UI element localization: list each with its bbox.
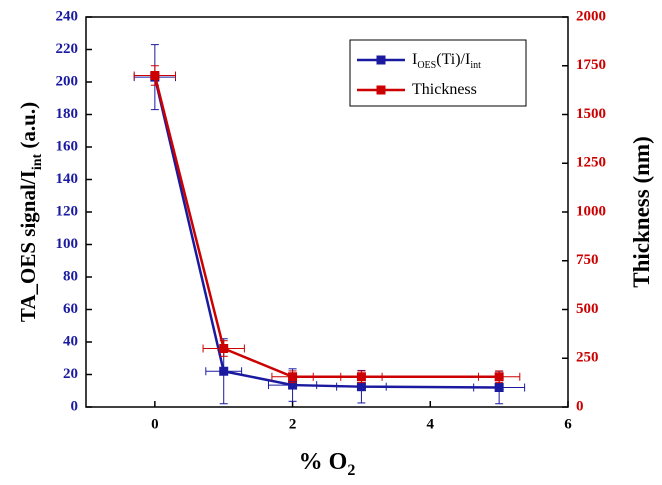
- y-axis-label: TA_OES signal/Iint (a.u.): [16, 102, 45, 322]
- legend-box: [349, 39, 527, 107]
- y-axis-label-part: (a.u.): [16, 102, 40, 154]
- y2-tick-label: 1000: [576, 203, 606, 219]
- y-tick-label: 80: [63, 268, 78, 284]
- y2-tick-label: 750: [576, 252, 599, 268]
- y2-axis-label: Thickness (nm): [629, 136, 654, 287]
- y-tick-label: 0: [71, 398, 79, 414]
- y-tick-label: 100: [56, 236, 79, 252]
- point: [356, 382, 366, 392]
- legend-label: Thickness: [412, 81, 477, 98]
- y2-tick-label: 500: [576, 301, 599, 317]
- x-axis-label-part: 2: [347, 462, 355, 479]
- x-tick-label: 6: [564, 416, 572, 432]
- point: [356, 372, 366, 382]
- legend-label-part: I: [412, 51, 417, 68]
- x-axis-label-part: % O: [299, 449, 348, 475]
- legend-label-part: OES: [417, 60, 436, 71]
- y2-tick-label: 1750: [576, 57, 606, 73]
- point: [494, 383, 504, 392]
- y2-tick-label: 1250: [576, 155, 606, 171]
- y2-tick-label: 250: [576, 350, 599, 366]
- y-tick-label: 140: [56, 171, 79, 187]
- x-tick-label: 2: [289, 416, 297, 432]
- y2-tick-label: 1500: [576, 106, 606, 122]
- x-axis-label: % O2: [299, 449, 356, 480]
- y2-tick-label: 2000: [576, 8, 606, 24]
- y2-axis-label-part: Thickness (nm): [629, 136, 654, 287]
- legend-label: IOES(Ti)/Iint: [412, 51, 481, 71]
- x-tick-label: 0: [151, 416, 159, 432]
- legend-marker: [376, 85, 386, 95]
- y-axis-label-part: int: [30, 153, 45, 170]
- y2-tick-label: 0: [576, 398, 584, 414]
- legend-marker: [376, 55, 386, 65]
- point: [494, 372, 504, 382]
- point: [150, 71, 160, 80]
- y-tick-label: 120: [56, 203, 79, 219]
- y-tick-label: 220: [56, 41, 79, 57]
- y-tick-label: 20: [63, 366, 78, 382]
- point: [219, 344, 229, 353]
- y-tick-label: 200: [56, 73, 79, 89]
- point: [288, 380, 298, 390]
- series-line: [153, 75, 500, 379]
- series-line: [153, 76, 500, 389]
- legend-label-part: int: [470, 60, 481, 71]
- y-tick-label: 240: [56, 8, 79, 24]
- y-axis-label-part: TA_OES signal/I: [16, 170, 40, 322]
- legend-label-part: Thickness: [412, 81, 477, 98]
- y-tick-label: 60: [63, 301, 78, 317]
- y-tick-label: 40: [63, 333, 78, 349]
- y-tick-label: 180: [56, 106, 79, 122]
- point: [219, 366, 229, 376]
- point: [288, 372, 298, 382]
- y-tick-label: 160: [56, 138, 79, 154]
- x-tick-label: 4: [427, 416, 435, 432]
- legend-label-part: (Ti)/I: [436, 51, 470, 68]
